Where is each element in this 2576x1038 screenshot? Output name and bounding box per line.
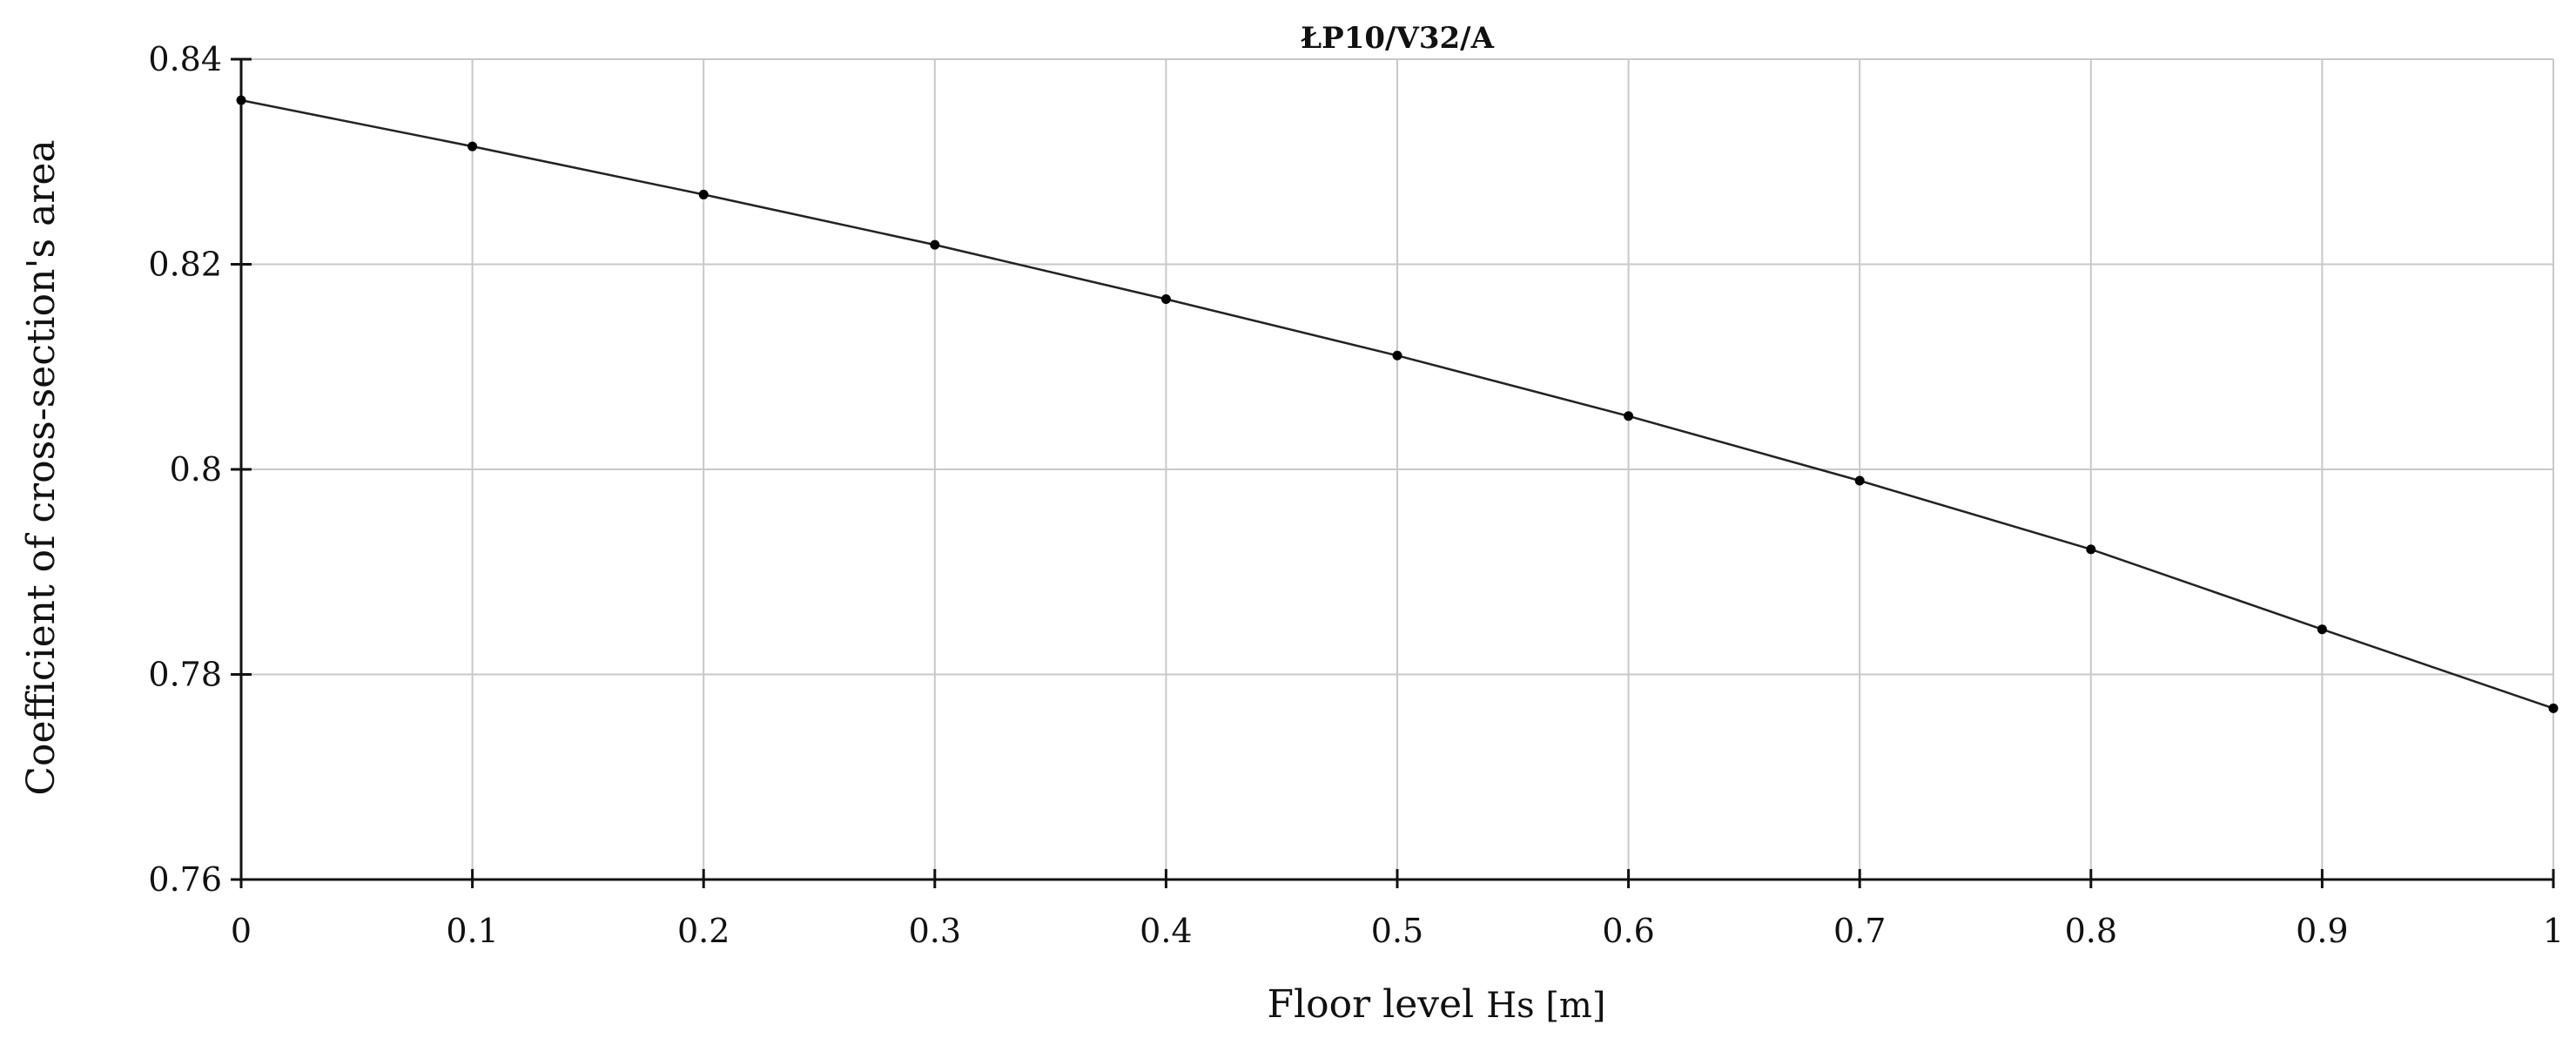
series	[236, 95, 2559, 713]
data-point	[1392, 350, 1402, 361]
chart-title: ŁP10/V32/A	[1301, 21, 1495, 56]
data-point	[1160, 294, 1171, 305]
y-tick-label: 0.78	[148, 656, 222, 694]
x-tick-label: 0.1	[446, 912, 498, 950]
data-point	[467, 141, 478, 152]
x-tick-label: 0	[231, 912, 252, 950]
data-point	[2317, 624, 2327, 635]
x-tick-label: 1	[2543, 912, 2564, 950]
data-point	[1624, 411, 1634, 421]
grid	[240, 58, 2554, 880]
y-tick-label: 0.84	[148, 40, 222, 78]
data-point	[236, 95, 246, 105]
x-tick-label: 0.4	[1140, 912, 1192, 950]
y-axis-label: Coefficient of cross-section's area	[19, 139, 64, 795]
x-tick-label: 0.2	[677, 912, 730, 950]
x-tick-label: 0.3	[909, 912, 961, 950]
x-tick-label: 0.8	[2065, 912, 2117, 950]
x-axis-ticks: 0 0.1 0.2 0.3 0.4 0.5 0.6 0.7 0.8 0.9 1	[231, 869, 2564, 950]
x-axis-label-main: Floor level	[1268, 982, 1475, 1027]
y-tick-label: 0.82	[148, 246, 222, 284]
data-point	[698, 189, 709, 199]
x-tick-label: 0.7	[1833, 912, 1886, 950]
data-point	[1854, 475, 1865, 486]
y-axis-ticks: 0.76 0.78 0.8 0.82 0.84	[148, 40, 252, 899]
x-tick-label: 0.6	[1602, 912, 1654, 950]
y-tick-label: 0.76	[148, 860, 222, 899]
x-axis-label: Floor level Hs [m]	[1268, 982, 1606, 1027]
y-tick-label: 0.8	[170, 450, 222, 489]
data-point	[2086, 544, 2096, 555]
x-tick-label: 0.9	[2296, 912, 2348, 950]
x-axis-label-unit: Hs [m]	[1486, 986, 1605, 1026]
x-tick-label: 0.5	[1371, 912, 1423, 950]
data-point	[930, 239, 940, 250]
data-point	[2548, 703, 2559, 713]
